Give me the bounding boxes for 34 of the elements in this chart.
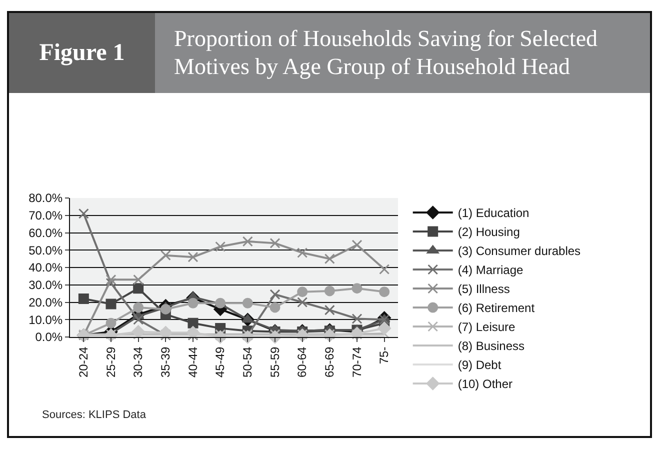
x-tick-label: 45-49 bbox=[213, 346, 228, 378]
legend-label: (5) Illness bbox=[458, 282, 510, 296]
x-tick-label: 40-44 bbox=[186, 346, 200, 378]
x-tick-label: 55-59 bbox=[268, 346, 282, 378]
y-tick-label: 50.0% bbox=[28, 243, 63, 258]
x-tick-label: 50-54 bbox=[240, 346, 255, 378]
chart-title: Proportion of Households Saving for Selected Motives by Age Group of Household Head bbox=[155, 13, 650, 93]
y-tick-label: 20.0% bbox=[28, 295, 63, 310]
x-tick-label: 35-39 bbox=[158, 346, 173, 378]
x-tick-label: 65-69 bbox=[322, 346, 337, 378]
legend-label: (10) Other bbox=[458, 377, 513, 392]
y-tick-label: 10.0% bbox=[28, 312, 63, 327]
y-tick-label: 70.0% bbox=[28, 208, 63, 223]
source-note: Sources: KLIPS Data bbox=[42, 409, 147, 421]
legend-label: (4) Marriage bbox=[458, 263, 524, 278]
x-tick-label: 75- bbox=[377, 346, 392, 364]
y-tick-label: 40.0% bbox=[28, 260, 63, 275]
legend-label: (6) Retirement bbox=[458, 301, 536, 316]
y-tick-label: 30.0% bbox=[28, 278, 63, 292]
legend-label: (7) Leisure bbox=[458, 320, 516, 334]
legend-label: (8) Business bbox=[458, 339, 525, 354]
x-tick-label: 30-34 bbox=[131, 346, 146, 378]
caption: Figure 1 bbox=[9, 13, 155, 93]
legend-label: (2) Housing bbox=[458, 225, 520, 240]
x-tick-label: 25-29 bbox=[104, 346, 118, 378]
legend-label: (1) Education bbox=[458, 206, 530, 220]
y-tick-label: 60.0% bbox=[28, 226, 63, 240]
x-tick-label: 60-64 bbox=[295, 346, 310, 378]
x-tick-label: 20-24 bbox=[76, 346, 91, 378]
legend-label: (3) Consumer durables bbox=[458, 244, 581, 258]
y-tick-label: 80.0% bbox=[28, 191, 63, 206]
y-tick-label: 0.0% bbox=[35, 330, 63, 344]
x-tick-label: 70-74 bbox=[350, 346, 364, 378]
legend-label: (9) Debt bbox=[458, 358, 502, 372]
